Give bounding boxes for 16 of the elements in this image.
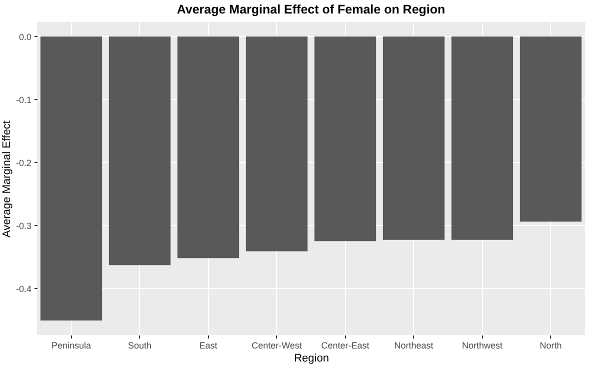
y-tick-label: -0.2 — [16, 158, 32, 168]
x-tick-label: Northeast — [394, 340, 434, 350]
x-tick-label: South — [128, 340, 152, 350]
y-tick-label: -0.3 — [16, 220, 32, 231]
x-tick-label: Peninsula — [51, 340, 92, 350]
y-tick-label: -0.1 — [16, 94, 32, 105]
x-axis-title: Region — [294, 352, 329, 364]
x-tick-label: North — [540, 340, 562, 350]
x-tick-label: Center-East — [321, 340, 370, 350]
y-axis-title: Average Marginal Effect — [0, 120, 13, 238]
y-tick-label: 0.0 — [18, 32, 32, 42]
y-tick-label: -0.4 — [16, 284, 32, 294]
x-tick-label: Center-West — [252, 340, 302, 350]
chart-title: Average Marginal Effect of Female on Region — [176, 2, 446, 16]
x-tick-label: Northwest — [462, 340, 504, 350]
x-tick-label: East — [199, 340, 218, 350]
